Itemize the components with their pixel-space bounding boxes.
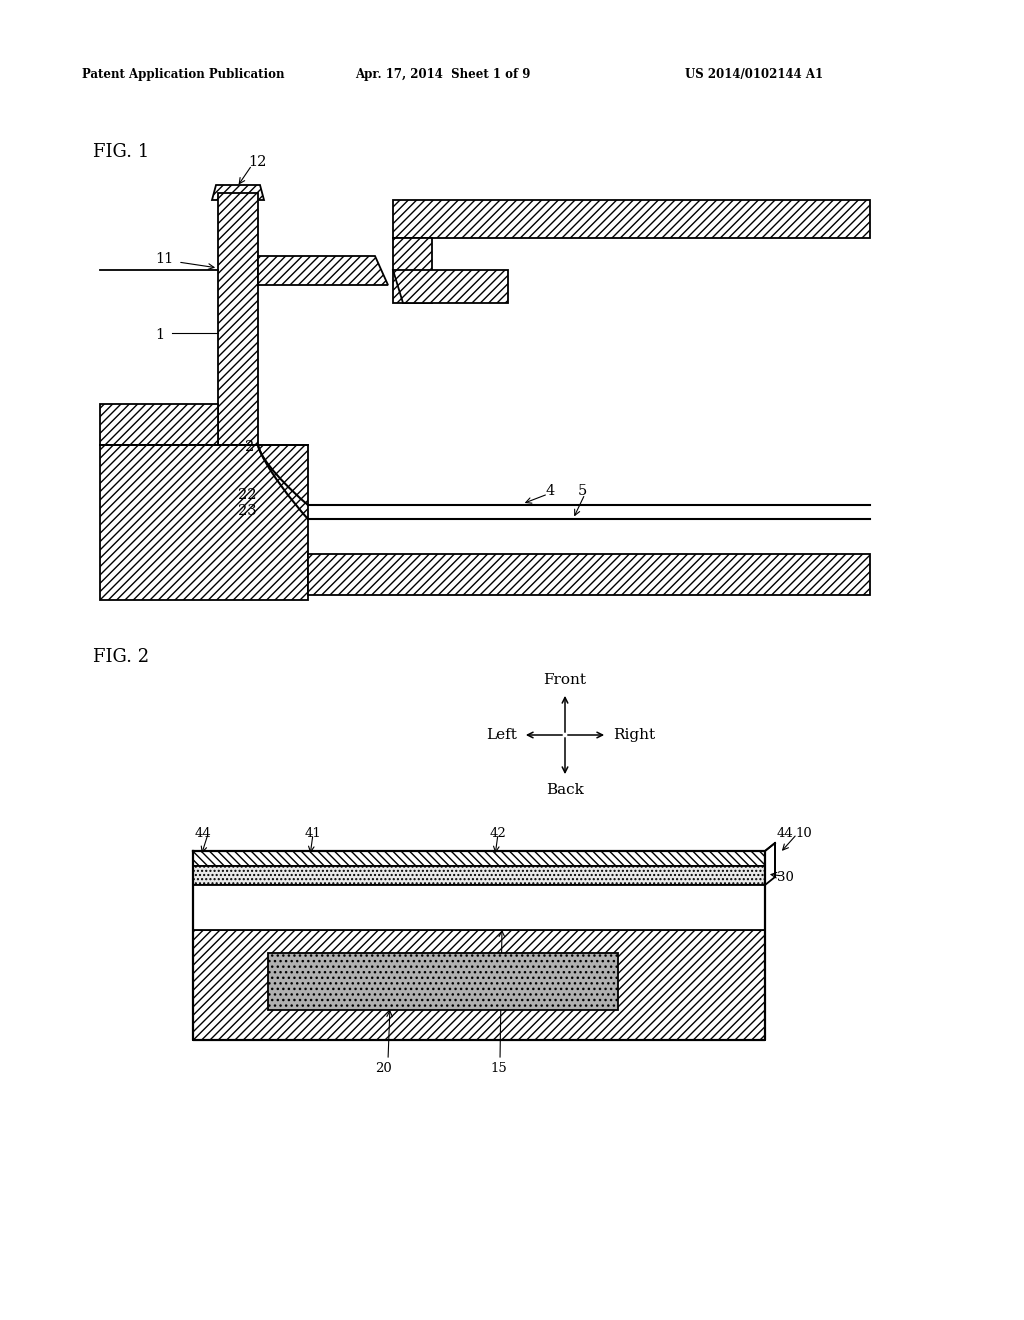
Polygon shape: [100, 404, 218, 445]
Polygon shape: [268, 953, 618, 1010]
Text: FIG. 1: FIG. 1: [93, 143, 150, 161]
Polygon shape: [308, 554, 870, 595]
Text: 10: 10: [795, 828, 812, 840]
Text: 12: 12: [248, 154, 266, 169]
Text: 42: 42: [490, 828, 507, 840]
Text: FIG. 2: FIG. 2: [93, 648, 150, 667]
Text: 30: 30: [777, 871, 794, 884]
Text: Left: Left: [486, 729, 517, 742]
Text: 23: 23: [238, 504, 257, 517]
Text: 20: 20: [375, 1063, 392, 1074]
Text: Right: Right: [613, 729, 655, 742]
Text: Patent Application Publication: Patent Application Publication: [82, 69, 285, 81]
Polygon shape: [100, 445, 308, 601]
Polygon shape: [193, 884, 765, 931]
Polygon shape: [193, 851, 765, 866]
Text: 5: 5: [578, 484, 587, 498]
Text: 11: 11: [155, 252, 173, 267]
Polygon shape: [258, 256, 388, 285]
Text: 22: 22: [238, 488, 256, 502]
Polygon shape: [193, 866, 765, 884]
Text: 2: 2: [245, 440, 254, 454]
Text: 44: 44: [195, 828, 212, 840]
Polygon shape: [212, 185, 264, 201]
Text: 1: 1: [155, 327, 164, 342]
Text: Front: Front: [544, 673, 587, 686]
Text: Apr. 17, 2014  Sheet 1 of 9: Apr. 17, 2014 Sheet 1 of 9: [355, 69, 530, 81]
Text: US 2014/0102144 A1: US 2014/0102144 A1: [685, 69, 823, 81]
Polygon shape: [393, 238, 432, 304]
Polygon shape: [393, 201, 870, 238]
Text: 44: 44: [777, 828, 794, 840]
Text: 4: 4: [545, 484, 554, 498]
Polygon shape: [193, 931, 765, 1040]
Polygon shape: [393, 271, 508, 304]
Text: 41: 41: [305, 828, 322, 840]
Text: Back: Back: [546, 783, 584, 797]
Polygon shape: [218, 193, 258, 445]
Text: 15: 15: [490, 1063, 507, 1074]
